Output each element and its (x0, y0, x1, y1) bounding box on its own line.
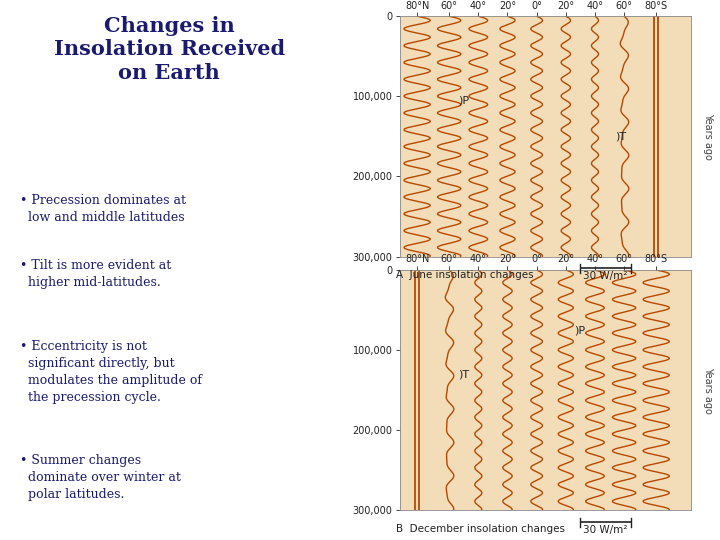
Text: A  June insolation changes: A June insolation changes (396, 270, 534, 280)
Text: )T: )T (616, 131, 626, 141)
Text: B  December insolation changes: B December insolation changes (396, 524, 565, 534)
Text: • Tilt is more evident at
  higher mid-latitudes.: • Tilt is more evident at higher mid-lat… (20, 259, 171, 289)
Text: )P: )P (458, 95, 469, 105)
Text: • Eccentricity is not
  significant directly, but
  modulates the amplitude of
 : • Eccentricity is not significant direct… (20, 340, 202, 404)
Text: • Summer changes
  dominate over winter at
  polar latitudes.: • Summer changes dominate over winter at… (20, 454, 181, 501)
Text: 30 W/m²: 30 W/m² (583, 271, 628, 281)
Text: )P: )P (575, 325, 585, 335)
Text: • Precession dominates at
  low and middle latitudes: • Precession dominates at low and middle… (20, 194, 186, 225)
Text: Changes in
Insolation Received
on Earth: Changes in Insolation Received on Earth (53, 16, 285, 83)
Text: 30 W/m²: 30 W/m² (583, 525, 628, 535)
Text: Years ago: Years ago (703, 367, 713, 414)
Text: )T: )T (458, 369, 469, 379)
Text: Years ago: Years ago (703, 113, 713, 160)
